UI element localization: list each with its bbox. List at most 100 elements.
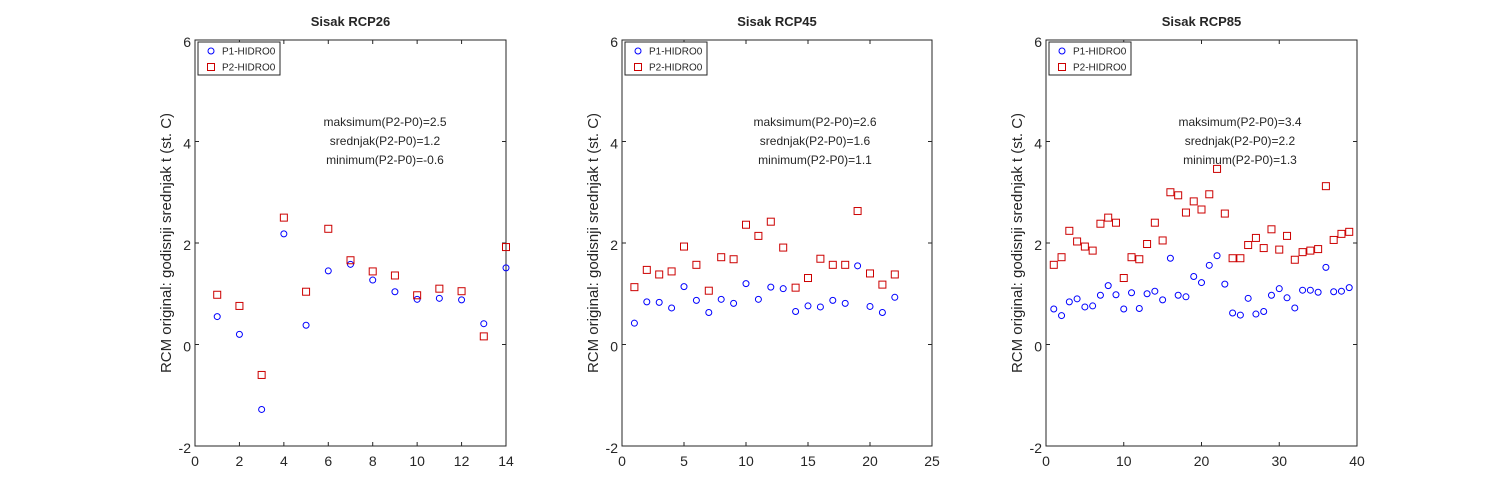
annotation-text: minimum(P2-P0)=-0.6 (326, 153, 444, 167)
y-tick-label: 2 (610, 237, 618, 253)
p1-data-point (235, 330, 243, 338)
p2-data-point (791, 283, 800, 292)
y-axis-label: RCM original: godisnji srednjak t (st. C… (158, 113, 175, 373)
p1-data-point (1166, 254, 1174, 262)
p1-data-point (1143, 290, 1151, 298)
x-tick-label: 4 (280, 453, 288, 469)
plot-area (194, 39, 507, 447)
p1-data-point (1252, 310, 1260, 318)
p1-data-point (213, 313, 221, 321)
p2-data-point (1228, 254, 1237, 263)
legend-marker-square (207, 63, 215, 71)
p2-data-point (742, 220, 750, 229)
p2-data-point (1306, 246, 1315, 255)
plot-area (621, 39, 933, 447)
legend-box (1048, 41, 1132, 76)
p1-data-point (779, 285, 787, 293)
p1-data-point (413, 295, 421, 303)
p2-data-point (1119, 274, 1128, 283)
p1-data-point (369, 276, 377, 284)
x-tick-label: 10 (409, 453, 425, 469)
p2-data-point (1181, 208, 1190, 217)
p1-data-point (1120, 305, 1128, 313)
p2-data-point (878, 280, 887, 289)
p1-data-point (1314, 288, 1322, 296)
p1-data-point (1229, 309, 1237, 317)
p1-data-point (1283, 294, 1291, 302)
x-tick-label: 6 (324, 453, 332, 469)
annotation-text: minimum(P2-P0)=1.1 (758, 153, 872, 167)
legend-label: P2-HIDRO0 (222, 63, 276, 74)
p1-data-point (1213, 252, 1221, 260)
p2-data-point (692, 260, 701, 269)
p2-data-point (828, 260, 837, 269)
p1-data-point (643, 298, 651, 306)
p2-data-point (479, 332, 488, 341)
p2-data-point (1049, 260, 1058, 269)
p1-data-point (258, 405, 266, 413)
p1-data-point (668, 304, 676, 312)
y-tick-label: 0 (183, 339, 191, 355)
p2-data-point (1251, 233, 1260, 242)
y-tick-label: 4 (610, 136, 618, 152)
p1-data-point (680, 283, 688, 291)
p2-data-point (1275, 245, 1284, 254)
legend-label: P2-HIDRO0 (1073, 63, 1127, 74)
p2-data-point (1329, 235, 1338, 244)
y-axis-label: RCM original: godisnji srednjak t (st. C… (585, 113, 602, 373)
x-tick-label: 2 (236, 453, 244, 469)
p2-data-point (257, 370, 266, 379)
p2-data-point (1111, 218, 1120, 227)
p1-data-point (1330, 288, 1338, 296)
x-tick-label: 14 (498, 453, 514, 469)
p1-data-point (391, 288, 399, 296)
p1-data-point (1073, 295, 1081, 303)
legend-label: P2-HIDRO0 (649, 63, 703, 74)
p2-data-point (502, 243, 510, 252)
p2-data-point (1080, 242, 1089, 251)
annotation-text: maksimum(P2-P0)=2.6 (753, 115, 876, 129)
annotation-text: minimum(P2-P0)=1.3 (1183, 153, 1297, 167)
p2-data-point (1096, 219, 1105, 228)
x-tick-label: 20 (1194, 453, 1210, 469)
legend-marker-square (1058, 63, 1066, 71)
legend-label: P1-HIDRO0 (222, 47, 276, 58)
p2-data-point (804, 274, 812, 283)
p1-data-point (1159, 296, 1167, 304)
p2-data-point (680, 242, 688, 251)
p1-data-point (1050, 305, 1058, 313)
legend: P1-HIDRO0 P2-HIDRO0 (624, 41, 708, 76)
p2-data-point (779, 243, 788, 252)
legend-box (197, 41, 281, 76)
p2-data-point (1321, 182, 1330, 191)
p1-data-point (1065, 298, 1073, 306)
p1-data-point (1081, 303, 1089, 311)
p1-data-point (1322, 263, 1330, 271)
p1-data-point (841, 299, 849, 307)
p2-data-point (816, 254, 825, 263)
x-tick-label: 5 (680, 453, 688, 469)
p1-data-point (655, 298, 663, 306)
p1-data-point (324, 267, 332, 275)
p2-data-point (1283, 231, 1292, 240)
p1-data-point (302, 321, 310, 329)
x-tick-label: 0 (1042, 453, 1050, 469)
p2-data-point (1259, 244, 1268, 253)
p1-data-point (630, 319, 638, 327)
y-tick-label: 6 (610, 34, 618, 50)
x-tick-label: 0 (618, 453, 626, 469)
p2-data-point (655, 270, 664, 279)
p1-data-point (1112, 291, 1120, 299)
p1-data-point (480, 320, 488, 328)
y-tick-label: -2 (1030, 440, 1043, 456)
p2-data-point (1135, 255, 1144, 264)
p1-data-point (1260, 308, 1268, 316)
p2-data-point (368, 267, 377, 276)
p1-data-point (705, 309, 713, 317)
p2-data-point (1127, 253, 1136, 262)
x-tick-label: 12 (454, 453, 470, 469)
p1-data-point (1291, 304, 1299, 312)
p2-data-point (890, 270, 899, 279)
